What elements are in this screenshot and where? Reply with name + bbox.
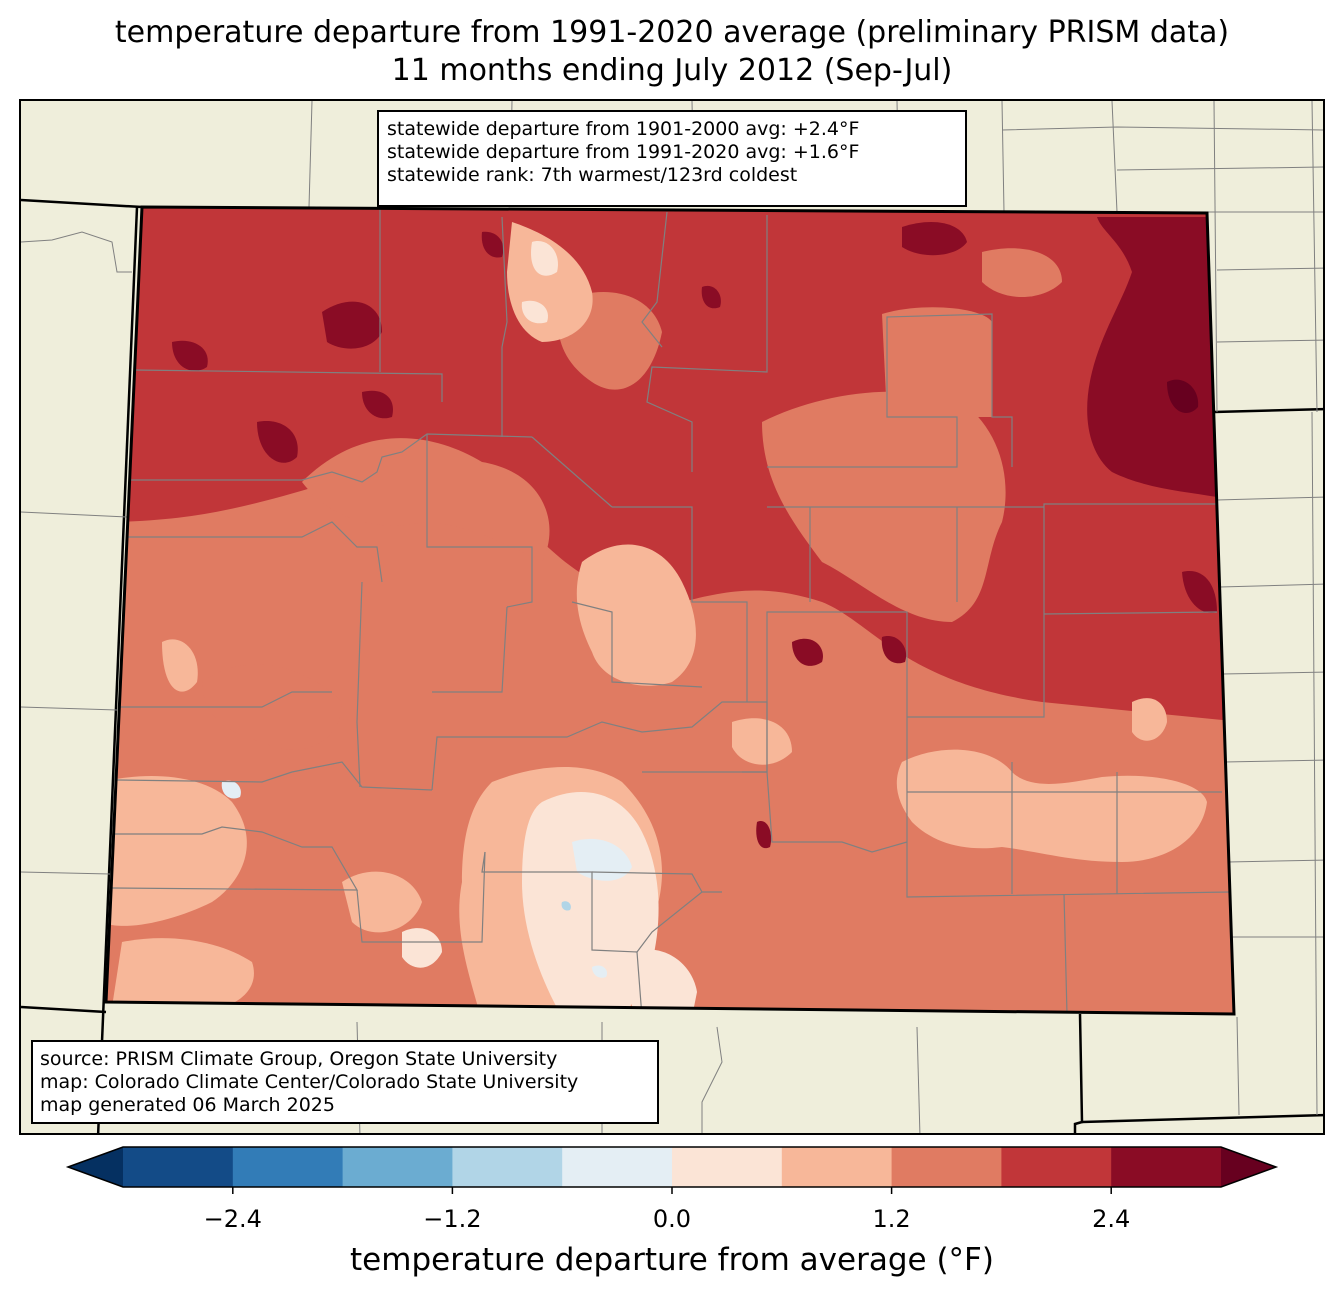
title-line-2: 11 months ending July 2012 (Sep-Jul) [391, 53, 953, 88]
colorado-border [104, 205, 1236, 1016]
colorbar-segment [1111, 1147, 1222, 1187]
source-credit-box: source: PRISM Climate Group, Oregon Stat… [31, 1040, 659, 1124]
nm-ok-border [1073, 1013, 1084, 1133]
colorbar-segment [781, 1147, 893, 1187]
colorbar-segment [123, 1147, 234, 1187]
colorbar-segment [342, 1147, 453, 1187]
level-over-3p0 [1167, 379, 1199, 414]
colorbar-tick-label: 1.2 [872, 1205, 911, 1233]
colorado-county-lines [110, 207, 1231, 1014]
level-2p4-3p0 [172, 217, 1234, 849]
colorbar-segment [452, 1147, 563, 1187]
colorado-map [21, 101, 1323, 1133]
source-line-2: map: Colorado Climate Center/Colorado St… [40, 1071, 579, 1093]
wy-ne-border [21, 198, 143, 209]
statewide-stats-box: statewide departure from 1901-2000 avg: … [377, 110, 967, 207]
colorbar-segment [1001, 1147, 1112, 1187]
colorbar-under-arrow [68, 1147, 123, 1187]
ne-ks-border [1213, 407, 1323, 414]
colorbar-tick-label: 2.4 [1092, 1205, 1131, 1233]
colorbar-segment [672, 1147, 783, 1187]
colorbar [65, 1146, 1279, 1194]
ut-az-border [21, 1005, 107, 1014]
neighbor-state-borders [21, 198, 1323, 1133]
colorbar-segment [562, 1147, 673, 1187]
colorbar-segment [891, 1147, 1002, 1187]
level-neg0p6-0p0 [221, 780, 632, 978]
stats-line-1: statewide departure from 1901-2000 avg: … [387, 118, 860, 140]
colorbar-over-arrow [1221, 1147, 1276, 1187]
colorbar-tick-label: −1.2 [423, 1205, 482, 1233]
source-line-3: map generated 06 March 2025 [40, 1094, 335, 1116]
colorbar-segment [232, 1147, 344, 1187]
level-neg1p2-neg0p6 [561, 901, 571, 911]
colorbar-outline [65, 1146, 1279, 1188]
stats-line-2: statewide departure from 1991-2020 avg: … [387, 141, 860, 163]
colorbar-tick-label: −2.4 [203, 1205, 262, 1233]
level-0p0-0p6 [402, 241, 697, 1014]
title-line-1: temperature departure from 1991-2020 ave… [114, 15, 1230, 50]
neighbor-county-lines [21, 101, 1323, 1133]
source-line-1: source: PRISM Climate Group, Oregon Stat… [40, 1048, 558, 1070]
ut-border-north [96, 206, 139, 1133]
map-panel [19, 99, 1325, 1135]
temperature-field [106, 207, 1234, 1014]
map-title: temperature departure from 1991-2020 ave… [0, 14, 1344, 90]
colorbar-tick-label: 0.0 [652, 1205, 692, 1233]
stats-line-3: statewide rank: 7th warmest/123rd coldes… [387, 164, 798, 186]
colorbar-label: temperature departure from average (°F) [350, 1242, 994, 1278]
ok-tx-border [1081, 1113, 1323, 1124]
